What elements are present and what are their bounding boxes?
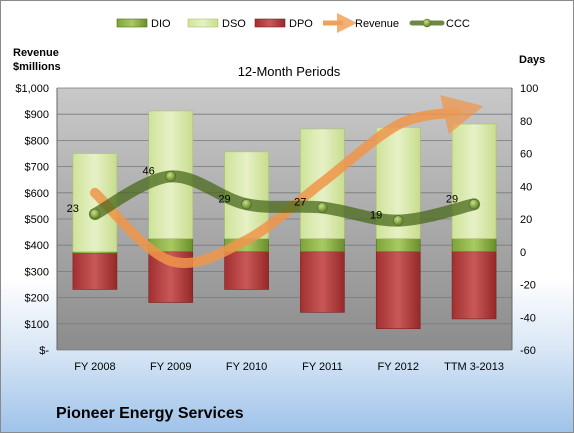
legend-label: Revenue [355,18,399,30]
category-label: FY 2011 [302,361,343,373]
legend-label: CCC [446,18,470,30]
ccc-data-label: 23 [67,203,79,215]
category-label: TTM 3-2013 [444,361,504,373]
axes: $- $100 $200 $300 $400 $500 $600 $700 $800 $900 $1… [15,83,538,373]
legend-label: DPO [289,18,313,30]
legend-label: DSO [222,18,246,30]
right-tick-label: 40 [520,181,532,193]
ccc-data-label: 19 [370,210,382,222]
ccc-point [241,198,252,210]
left-tick-label: $- [39,345,49,357]
left-tick-label: $600 [25,188,49,200]
left-axis-label-line1: Revenue [13,47,59,59]
legend: DIO DSO DPO Revenue CCC [116,13,470,33]
right-tick-label: 0 [520,247,526,259]
dio-bar [375,238,421,253]
ccc-point [392,215,404,226]
left-tick-label: $100 [25,319,49,331]
category-label: FY 2009 [150,361,191,373]
left-tick-label: $200 [25,293,49,305]
lines: 23 46 29 27 19 29 [67,95,484,269]
chart-title: 12-Month Periods [238,64,341,79]
legend-swatch [116,18,148,28]
dio-bar [451,238,497,253]
ccc-data-label: 46 [143,165,155,177]
left-axis-label-line2: $millions [13,61,61,73]
company-name: Pioneer Energy Services [56,405,244,422]
ccc-point [89,208,101,220]
left-tick-label: $1,000 [15,83,49,95]
legend-label: DIO [151,18,171,30]
dpo-bar [375,251,421,330]
right-axis-label: Days [519,54,545,66]
ccc-point [317,202,328,213]
category-label: FY 2010 [226,361,267,373]
right-tick-label: 80 [520,116,532,128]
dio-bar [300,238,345,253]
left-tick-label: $500 [25,214,49,226]
ccc-data-label: 29 [446,193,458,205]
legend-swatch [254,18,286,28]
right-tick-label: 100 [520,83,538,95]
ccc-data-label: 27 [294,197,306,209]
category-label: FY 2012 [378,361,419,373]
right-tick-label: 20 [520,214,532,226]
left-tick-label: $700 [25,162,49,174]
left-tick-label: $900 [25,109,49,121]
bars [72,110,497,330]
left-tick-label: $400 [25,240,49,252]
right-tick-label: -20 [520,280,536,292]
dpo-bar [451,251,497,320]
right-tick-label: -60 [520,345,536,357]
dso-bar [451,123,497,239]
right-tick-label: -40 [520,312,536,324]
right-tick-label: 60 [520,149,532,161]
left-tick-label: $800 [25,135,49,147]
dpo-bar [224,251,269,290]
left-tick-label: $300 [25,266,49,278]
legend-marker [422,18,432,28]
legend-swatch [187,18,219,28]
ccc-point [468,198,480,210]
dpo-bar [300,251,345,313]
dpo-bar [72,251,118,290]
ccc-point [165,171,177,182]
category-label: FY 2008 [74,361,115,373]
revenue-line [89,95,484,269]
ccc-data-label: 29 [218,193,230,205]
